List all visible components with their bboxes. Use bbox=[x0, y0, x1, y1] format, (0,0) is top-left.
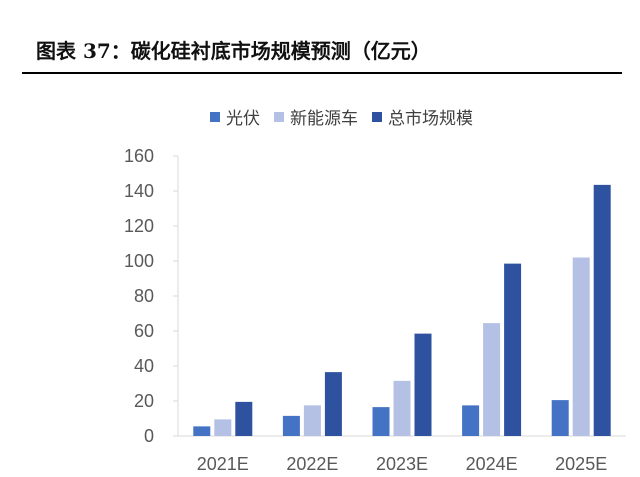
bar-0-4 bbox=[551, 400, 569, 436]
bars bbox=[193, 184, 611, 436]
x-axis: 2021E 2022E 2023E 2024E 2025E bbox=[178, 435, 626, 474]
bar-1-4 bbox=[572, 257, 590, 436]
y-tick-label: 40 bbox=[134, 356, 154, 376]
legend-swatch-solar bbox=[210, 111, 220, 122]
bar-2-0 bbox=[235, 401, 253, 436]
y-tick-label: 160 bbox=[124, 146, 154, 166]
bar-0-3 bbox=[462, 405, 480, 436]
legend-label-ev: 新能源车 bbox=[290, 109, 358, 129]
y-tick-label: 80 bbox=[134, 286, 154, 306]
x-tick-label: 2024E bbox=[466, 454, 518, 474]
y-tick-label: 60 bbox=[134, 321, 154, 341]
y-tick-label: 100 bbox=[124, 251, 154, 271]
y-tick-label: 140 bbox=[124, 181, 154, 201]
bar-2-3 bbox=[504, 263, 522, 436]
x-tick-label: 2021E bbox=[197, 454, 249, 474]
bar-0-1 bbox=[282, 415, 300, 436]
y-tick-label: 20 bbox=[134, 391, 154, 411]
legend-item-ev: 新能源车 bbox=[274, 104, 358, 129]
figure-header: 图表 37：碳化硅衬底市场规模预测（亿元） bbox=[22, 30, 622, 74]
bar-2-4 bbox=[593, 184, 611, 436]
bar-0-2 bbox=[372, 407, 390, 436]
bar-0-0 bbox=[193, 426, 211, 436]
y-tick-label: 120 bbox=[124, 216, 154, 236]
legend-swatch-ev bbox=[274, 111, 284, 122]
legend-swatch-total bbox=[372, 111, 382, 122]
chart-legend: 光伏 新能源车 总市场规模 bbox=[210, 104, 473, 129]
bar-1-3 bbox=[483, 323, 501, 436]
y-tick-label: 0 bbox=[144, 426, 154, 446]
legend-item-solar: 光伏 bbox=[210, 104, 260, 129]
x-tick-label: 2023E bbox=[376, 454, 428, 474]
x-tick-label: 2025E bbox=[555, 454, 607, 474]
bar-1-1 bbox=[303, 405, 321, 436]
bar-2-2 bbox=[414, 333, 432, 436]
legend-item-total: 总市场规模 bbox=[372, 104, 473, 129]
bar-1-2 bbox=[393, 380, 411, 436]
x-tick-label: 2022E bbox=[286, 454, 338, 474]
bar-2-1 bbox=[324, 372, 342, 436]
bar-1-0 bbox=[214, 419, 232, 436]
legend-label-total: 总市场规模 bbox=[388, 109, 473, 129]
y-axis: 0 20 40 60 80 100 120 140 160 bbox=[124, 146, 179, 446]
legend-label-solar: 光伏 bbox=[226, 109, 260, 129]
figure-title: 图表 37：碳化硅衬底市场规模预测（亿元） bbox=[36, 39, 431, 63]
